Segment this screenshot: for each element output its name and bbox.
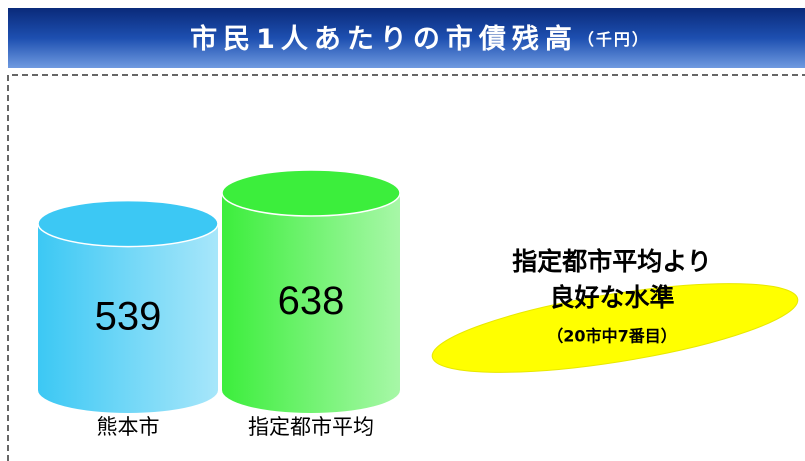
cylinder-body: [222, 193, 400, 413]
cylinder-body: [38, 223, 218, 413]
chart-title: 市民1人あたりの市債残高（千円）: [190, 23, 650, 55]
category-label: 指定都市平均: [248, 415, 374, 439]
annotation-shape: [431, 283, 799, 373]
value-label: 539: [95, 294, 162, 338]
header-bar: [8, 8, 805, 68]
cylinder-top: [221, 169, 401, 217]
title-text: 市民1人あたりの市債残高: [190, 23, 578, 55]
value-label: 638: [278, 279, 345, 323]
annotation-note: （20市中7番目）: [547, 327, 676, 346]
frame: [7, 74, 805, 461]
unit-text: （千円）: [578, 30, 650, 49]
cylinder-top: [37, 199, 219, 248]
annotation-text: 指定都市平均より: [512, 247, 712, 276]
annotation-text: 良好な水準: [549, 283, 674, 312]
category-label: 熊本市: [97, 415, 160, 439]
